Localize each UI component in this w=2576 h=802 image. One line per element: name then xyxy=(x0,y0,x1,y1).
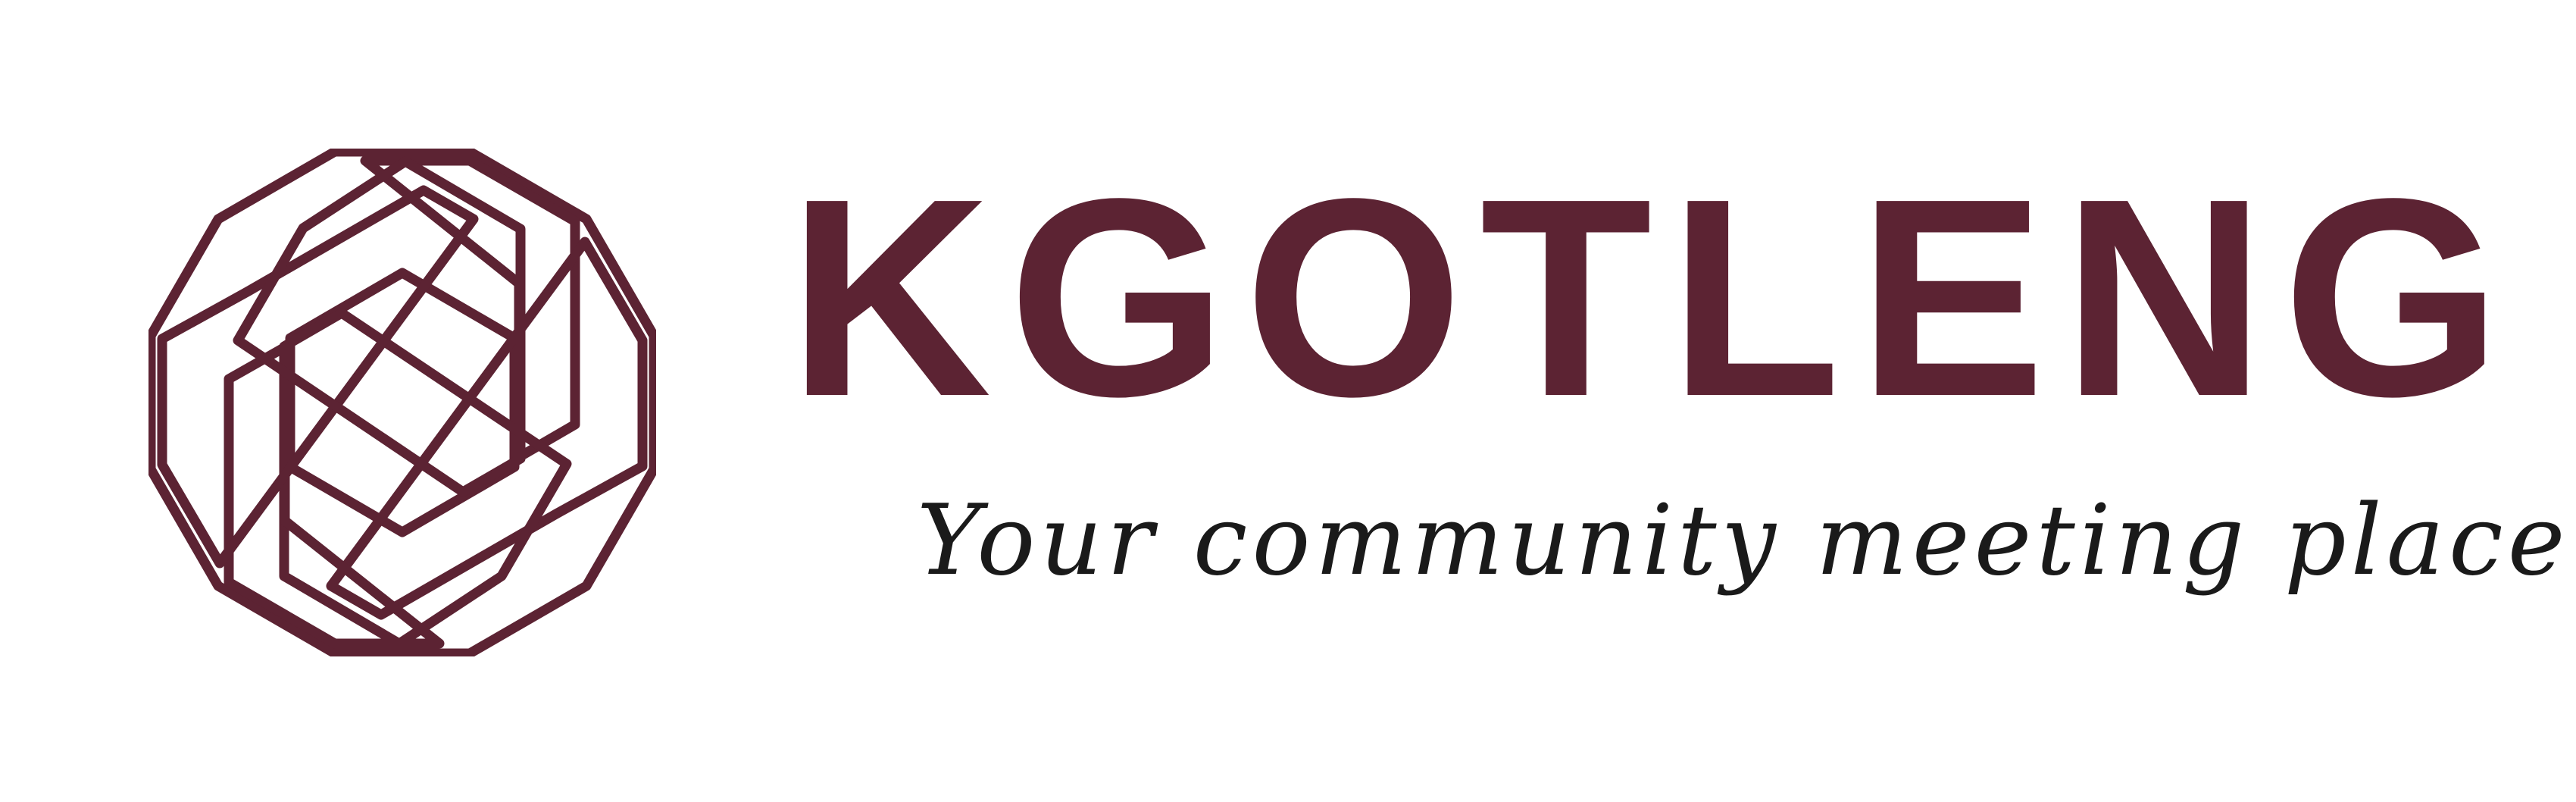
brand-name: KGOTLENG xyxy=(788,161,2518,434)
brand-tagline: Your community meeting place xyxy=(917,458,2569,625)
octagon-shutter-icon xyxy=(148,149,656,656)
